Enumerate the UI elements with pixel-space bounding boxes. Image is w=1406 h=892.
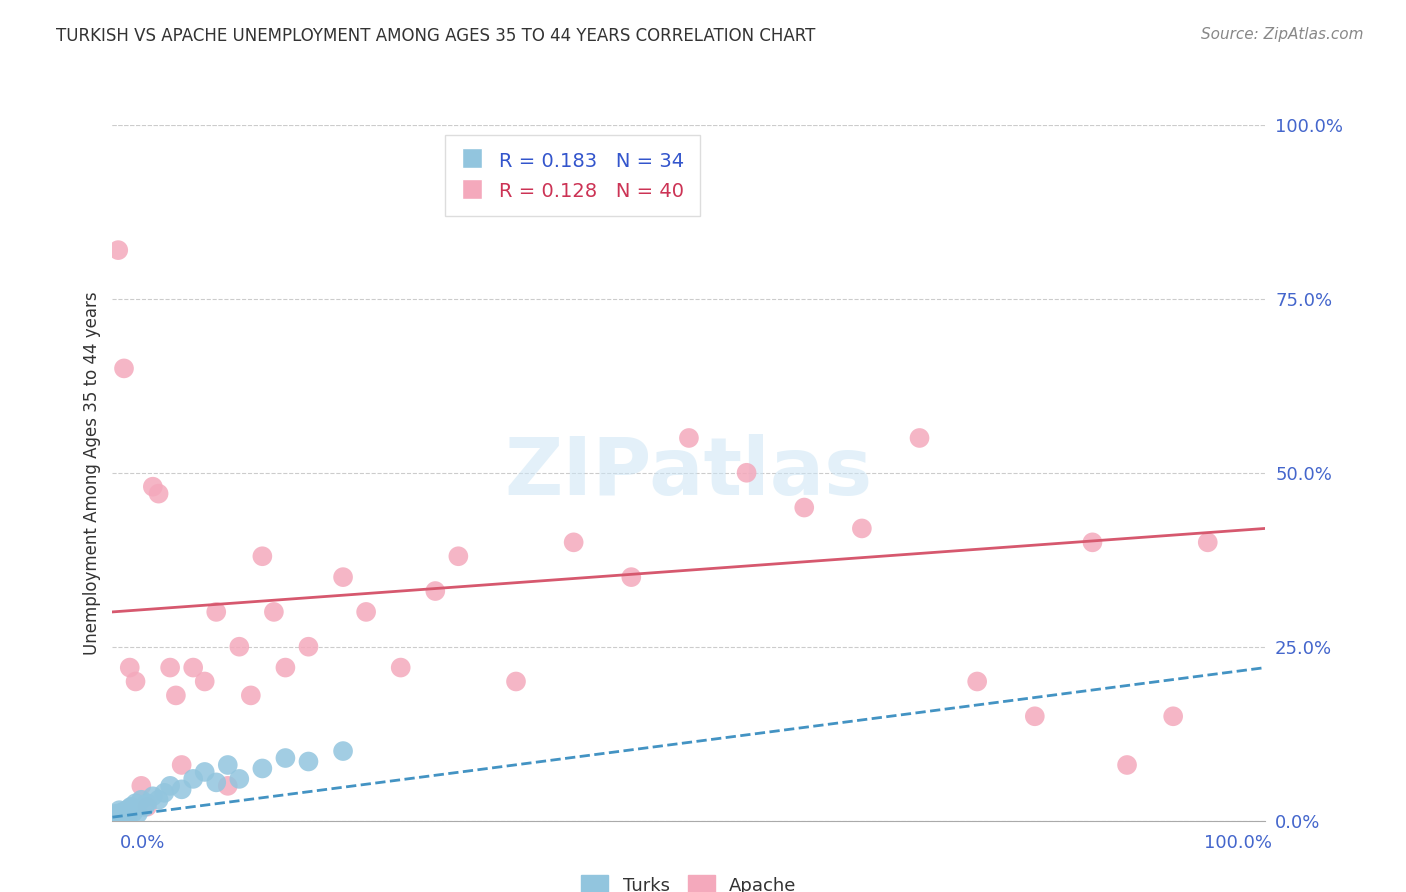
Point [159,660,181,674]
Point [239,689,262,703]
Point [252,549,274,564]
Point [148,793,170,807]
Point [170,782,193,797]
Point [117,810,139,824]
Point [112,361,135,376]
Point [124,674,146,689]
Point [620,570,643,584]
Point [105,812,128,826]
Point [966,674,988,689]
Point [1197,535,1219,549]
Point [354,605,377,619]
Point [505,674,527,689]
Point [104,810,127,824]
Point [274,660,297,674]
Text: Source: ZipAtlas.com: Source: ZipAtlas.com [1201,27,1364,42]
Point [1116,758,1139,772]
Point [118,801,141,815]
Point [124,796,146,810]
Point [562,535,585,549]
Point [851,521,873,535]
Point [205,775,228,789]
Point [114,808,136,822]
Point [107,243,129,257]
Point [274,751,297,765]
Point [217,779,239,793]
Point [142,789,165,804]
Point [447,549,470,564]
Point [1161,709,1184,723]
Point [112,806,135,821]
Point [110,810,132,824]
Text: TURKISH VS APACHE UNEMPLOYMENT AMONG AGES 35 TO 44 YEARS CORRELATION CHART: TURKISH VS APACHE UNEMPLOYMENT AMONG AGE… [56,27,815,45]
Point [194,674,217,689]
Point [107,808,129,822]
Point [170,758,193,772]
Text: 100.0%: 100.0% [1205,834,1272,852]
Point [111,805,134,820]
Point [108,803,131,817]
Point [678,431,700,445]
Y-axis label: Unemployment Among Ages 35 to 44 years: Unemployment Among Ages 35 to 44 years [83,291,101,655]
Point [136,799,159,814]
Point [134,799,156,814]
Point [122,805,145,820]
Point [1081,535,1104,549]
Point [217,758,239,772]
Point [252,761,274,775]
Point [793,500,815,515]
Point [118,660,141,674]
Text: ZIPatlas: ZIPatlas [505,434,873,512]
Point [205,605,228,619]
Point [165,689,187,703]
Point [194,764,217,779]
Point [228,640,250,654]
Point [129,793,153,807]
Point [127,806,149,821]
Point [115,803,138,817]
Point [908,431,931,445]
Point [159,779,181,793]
Point [136,796,159,810]
Point [389,660,412,674]
Point [104,806,127,821]
Point [228,772,250,786]
Point [148,486,170,500]
Point [425,584,447,599]
Point [263,605,285,619]
Point [153,786,176,800]
Point [142,480,165,494]
Point [332,744,354,758]
Point [297,755,319,769]
Point [120,799,142,814]
Point [181,660,204,674]
Legend: Turks, Apache: Turks, Apache [574,868,804,892]
Text: 0.0%: 0.0% [120,834,165,852]
Point [735,466,758,480]
Point [111,809,134,823]
Point [297,640,319,654]
Point [1024,709,1046,723]
Point [129,779,153,793]
Point [181,772,204,786]
Point [332,570,354,584]
